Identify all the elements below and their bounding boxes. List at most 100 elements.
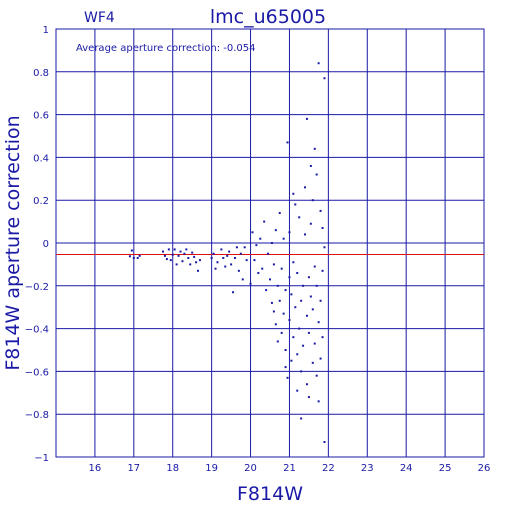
data-point: [317, 321, 320, 324]
data-point: [233, 256, 236, 259]
data-point: [288, 319, 291, 322]
data-point: [249, 282, 252, 285]
data-point: [259, 237, 262, 240]
data-point: [296, 389, 299, 392]
data-point: [195, 261, 198, 264]
data-point: [300, 299, 303, 302]
x-tick-label: 16: [89, 463, 102, 474]
data-point: [173, 248, 176, 251]
data-point: [177, 254, 180, 257]
data-point: [181, 260, 184, 263]
data-point: [179, 250, 182, 253]
data-point: [319, 299, 322, 302]
data-point: [302, 344, 305, 347]
x-tick-label: 17: [127, 463, 140, 474]
data-point: [284, 289, 287, 292]
data-point: [253, 259, 256, 262]
data-point: [282, 237, 285, 240]
data-point: [167, 248, 170, 251]
data-point: [311, 308, 314, 311]
data-point: [280, 331, 283, 334]
x-tick-label: 25: [439, 463, 452, 474]
data-point: [298, 327, 301, 330]
data-point: [292, 261, 295, 264]
data-point: [183, 252, 186, 255]
data-point: [245, 259, 248, 262]
data-point: [212, 252, 215, 255]
data-point: [290, 359, 293, 362]
data-point: [313, 265, 316, 268]
data-point: [162, 250, 164, 253]
data-point: [309, 164, 312, 167]
data-point: [307, 276, 310, 279]
data-point: [193, 255, 196, 258]
x-axis-label: F814W: [237, 483, 303, 505]
data-point: [296, 271, 299, 274]
data-point: [128, 255, 131, 258]
data-point: [323, 77, 326, 80]
data-point: [292, 192, 295, 195]
data-point: [171, 253, 174, 256]
data-point: [189, 263, 192, 266]
data-point: [315, 284, 318, 287]
data-point: [175, 263, 178, 266]
x-tick-label: 23: [361, 463, 374, 474]
data-point: [313, 342, 316, 345]
data-point: [185, 248, 188, 251]
data-point: [317, 62, 320, 65]
data-point: [197, 269, 200, 272]
data-point: [226, 254, 229, 257]
data-point: [272, 263, 275, 266]
data-point: [216, 261, 219, 264]
data-point: [288, 231, 291, 234]
data-point: [269, 278, 271, 281]
y-tick-label: −0.6: [25, 367, 49, 378]
data-point: [278, 299, 281, 302]
data-point: [286, 141, 289, 144]
data-point: [265, 289, 268, 292]
data-point: [214, 267, 217, 270]
data-point: [136, 256, 139, 259]
data-point: [222, 256, 225, 259]
data-point: [319, 357, 322, 360]
y-tick-label: −0.4: [25, 325, 49, 336]
data-point: [263, 220, 266, 223]
x-tick-labels: 16 17 18 19 20 21 22 23 24 25 26: [89, 463, 491, 474]
grid-lines: [56, 28, 485, 458]
data-point: [163, 254, 166, 257]
data-point: [169, 259, 172, 262]
data-point: [282, 312, 285, 315]
data-point: [323, 441, 326, 444]
data-point: [319, 209, 322, 212]
data-point: [321, 336, 324, 339]
data-point: [309, 222, 312, 225]
data-point: [278, 212, 281, 215]
data-point: [302, 284, 305, 287]
plot-frame: [55, 28, 485, 458]
chart-title: lmc_u65005: [210, 6, 326, 28]
y-tick-label: 0.4: [33, 153, 49, 164]
y-tick-label: 0.8: [33, 68, 49, 79]
chip-label: WF4: [84, 10, 115, 26]
x-tick-label: 24: [400, 463, 413, 474]
data-point: [261, 267, 264, 270]
data-point: [130, 249, 133, 252]
data-point: [305, 117, 308, 120]
data-point: [267, 252, 270, 255]
x-tick-label: 26: [478, 463, 491, 474]
data-point: [286, 376, 289, 379]
data-point: [272, 310, 275, 313]
y-tick-label: 0: [43, 239, 49, 250]
y-tick-label: −0.2: [25, 282, 49, 293]
data-points: [128, 62, 326, 444]
y-axis-label: F814W aperture correction: [2, 115, 24, 370]
data-point: [296, 353, 299, 356]
data-point: [257, 271, 260, 274]
x-tick-label: 18: [166, 463, 179, 474]
y-tick-labels: −1 −0.8 −0.6 −0.4 −0.2 0 0.2 0.4 0.6 0.8 1: [25, 25, 49, 464]
data-point: [298, 216, 301, 219]
data-point: [270, 301, 273, 304]
data-point: [198, 259, 201, 262]
data-point: [305, 383, 308, 386]
